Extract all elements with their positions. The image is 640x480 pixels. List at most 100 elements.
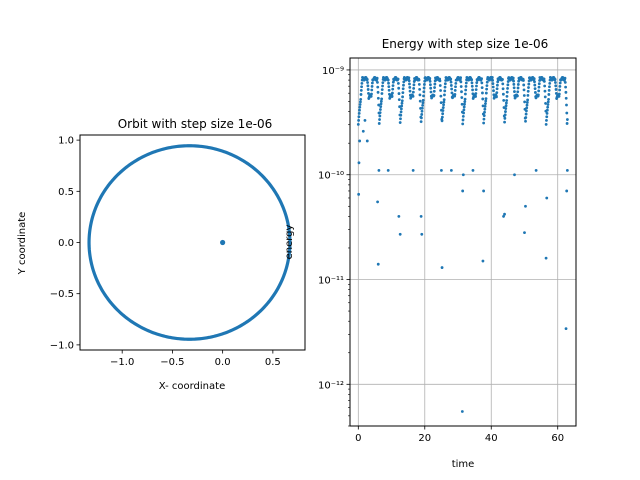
energy-data-point (534, 168, 538, 172)
energy-x-tick-label: 20 (418, 433, 431, 444)
energy-sample-point (376, 80, 379, 84)
energy-sample-point (365, 77, 369, 81)
energy-sample-point (483, 110, 486, 114)
energy-sample-point (554, 84, 558, 88)
energy-title: Energy with step size 1e-06 (382, 37, 549, 51)
energy-sample-point (440, 119, 444, 123)
energy-sample-point (418, 93, 422, 97)
energy-sample-point (524, 116, 528, 119)
orbit-x-ticks: −1.0 −0.5 0.0 0.5 (110, 350, 281, 368)
orbit-x-tick-label: −0.5 (160, 357, 184, 368)
energy-x-tick-label: 40 (485, 433, 498, 444)
energy-sample-point (453, 89, 457, 92)
energy-sample-point (502, 98, 506, 102)
energy-sample-point (429, 86, 433, 90)
energy-data-point (419, 215, 423, 218)
energy-sample-point (391, 84, 395, 87)
energy-data-point (481, 259, 485, 263)
energy-sample-point (433, 82, 437, 86)
orbit-y-tick-label: 0.0 (58, 238, 74, 249)
energy-sample-point (459, 80, 463, 84)
energy-sample-point (516, 83, 520, 86)
energy-grid (350, 58, 576, 426)
energy-sample-point (565, 118, 569, 121)
energy-sample-point (543, 89, 547, 93)
energy-sample-point (376, 90, 380, 94)
energy-sample-point (408, 82, 411, 86)
energy-sample-point (370, 81, 374, 85)
energy-sample-point (418, 99, 422, 103)
energy-sample-point (449, 80, 453, 84)
energy-sample-point (460, 102, 464, 106)
energy-sample-point (483, 107, 487, 111)
energy-sample-point (399, 113, 403, 117)
energy-sample-point (370, 92, 373, 96)
energy-sample-point (442, 100, 446, 104)
energy-sample-point (462, 108, 466, 112)
energy-sample-point (485, 80, 489, 84)
energy-sample-point (475, 81, 479, 85)
energy-y-tick-label: 10⁻¹⁰ (318, 171, 344, 182)
energy-sample-point (379, 108, 382, 111)
energy-data-point (524, 204, 527, 208)
energy-y-label: energy (284, 224, 295, 259)
energy-sample-point (537, 82, 541, 86)
energy-sample-point (396, 82, 400, 85)
energy-sample-point (503, 113, 507, 117)
energy-sample-point (480, 81, 484, 85)
energy-sample-point (359, 100, 362, 104)
energy-sample-point (558, 84, 562, 88)
energy-sample-point (506, 83, 510, 87)
energy-data-point (440, 168, 443, 172)
energy-sample-point (516, 86, 520, 90)
energy-data-point (471, 168, 475, 172)
energy-sample-point (438, 79, 442, 83)
energy-sample-point (503, 120, 506, 124)
energy-sample-point (391, 87, 395, 91)
energy-sample-point (565, 111, 569, 115)
energy-sample-point (512, 79, 515, 83)
energy-sample-point (516, 90, 520, 94)
energy-sample-point (376, 96, 380, 100)
energy-sample-point (402, 80, 406, 84)
energy-sample-point (481, 91, 484, 95)
energy-sample-point (504, 101, 508, 105)
energy-sample-point (411, 90, 415, 94)
energy-sample-point (375, 76, 379, 80)
energy-sample-point (505, 90, 509, 94)
energy-sample-point (491, 78, 495, 82)
energy-sample-point (419, 120, 423, 124)
energy-sample-point (482, 117, 486, 121)
energy-sample-point (369, 94, 373, 98)
energy-sample-point (399, 107, 403, 111)
energy-data-point (502, 215, 505, 218)
energy-data-point (358, 139, 362, 143)
energy-sample-point (429, 90, 433, 94)
energy-sample-point (463, 97, 467, 101)
energy-data-point (376, 200, 379, 204)
energy-data-point (398, 232, 402, 236)
energy-sample-point (480, 77, 483, 80)
energy-sample-point (501, 82, 505, 86)
energy-sample-point (526, 98, 530, 102)
energy-sample-point (380, 92, 384, 95)
energy-sample-point (357, 111, 361, 115)
energy-sample-point (527, 86, 530, 89)
energy-sample-point (442, 103, 445, 107)
energy-sample-point (536, 93, 540, 97)
energy-sample-point (443, 82, 447, 86)
energy-sample-point (420, 109, 424, 113)
energy-sample-point (545, 115, 549, 119)
energy-sample-point (377, 103, 381, 107)
energy-sample-point (428, 76, 432, 80)
energy-sample-point (492, 89, 495, 93)
energy-sample-point (542, 77, 546, 81)
energy-sample-point (470, 84, 474, 88)
energy-sample-point (441, 109, 445, 112)
energy-sample-point (366, 84, 370, 88)
energy-sample-point (513, 90, 516, 93)
energy-sample-point (421, 98, 425, 102)
energy-sample-point (449, 77, 453, 81)
orbit-y-label: Y coordinate (17, 212, 28, 276)
